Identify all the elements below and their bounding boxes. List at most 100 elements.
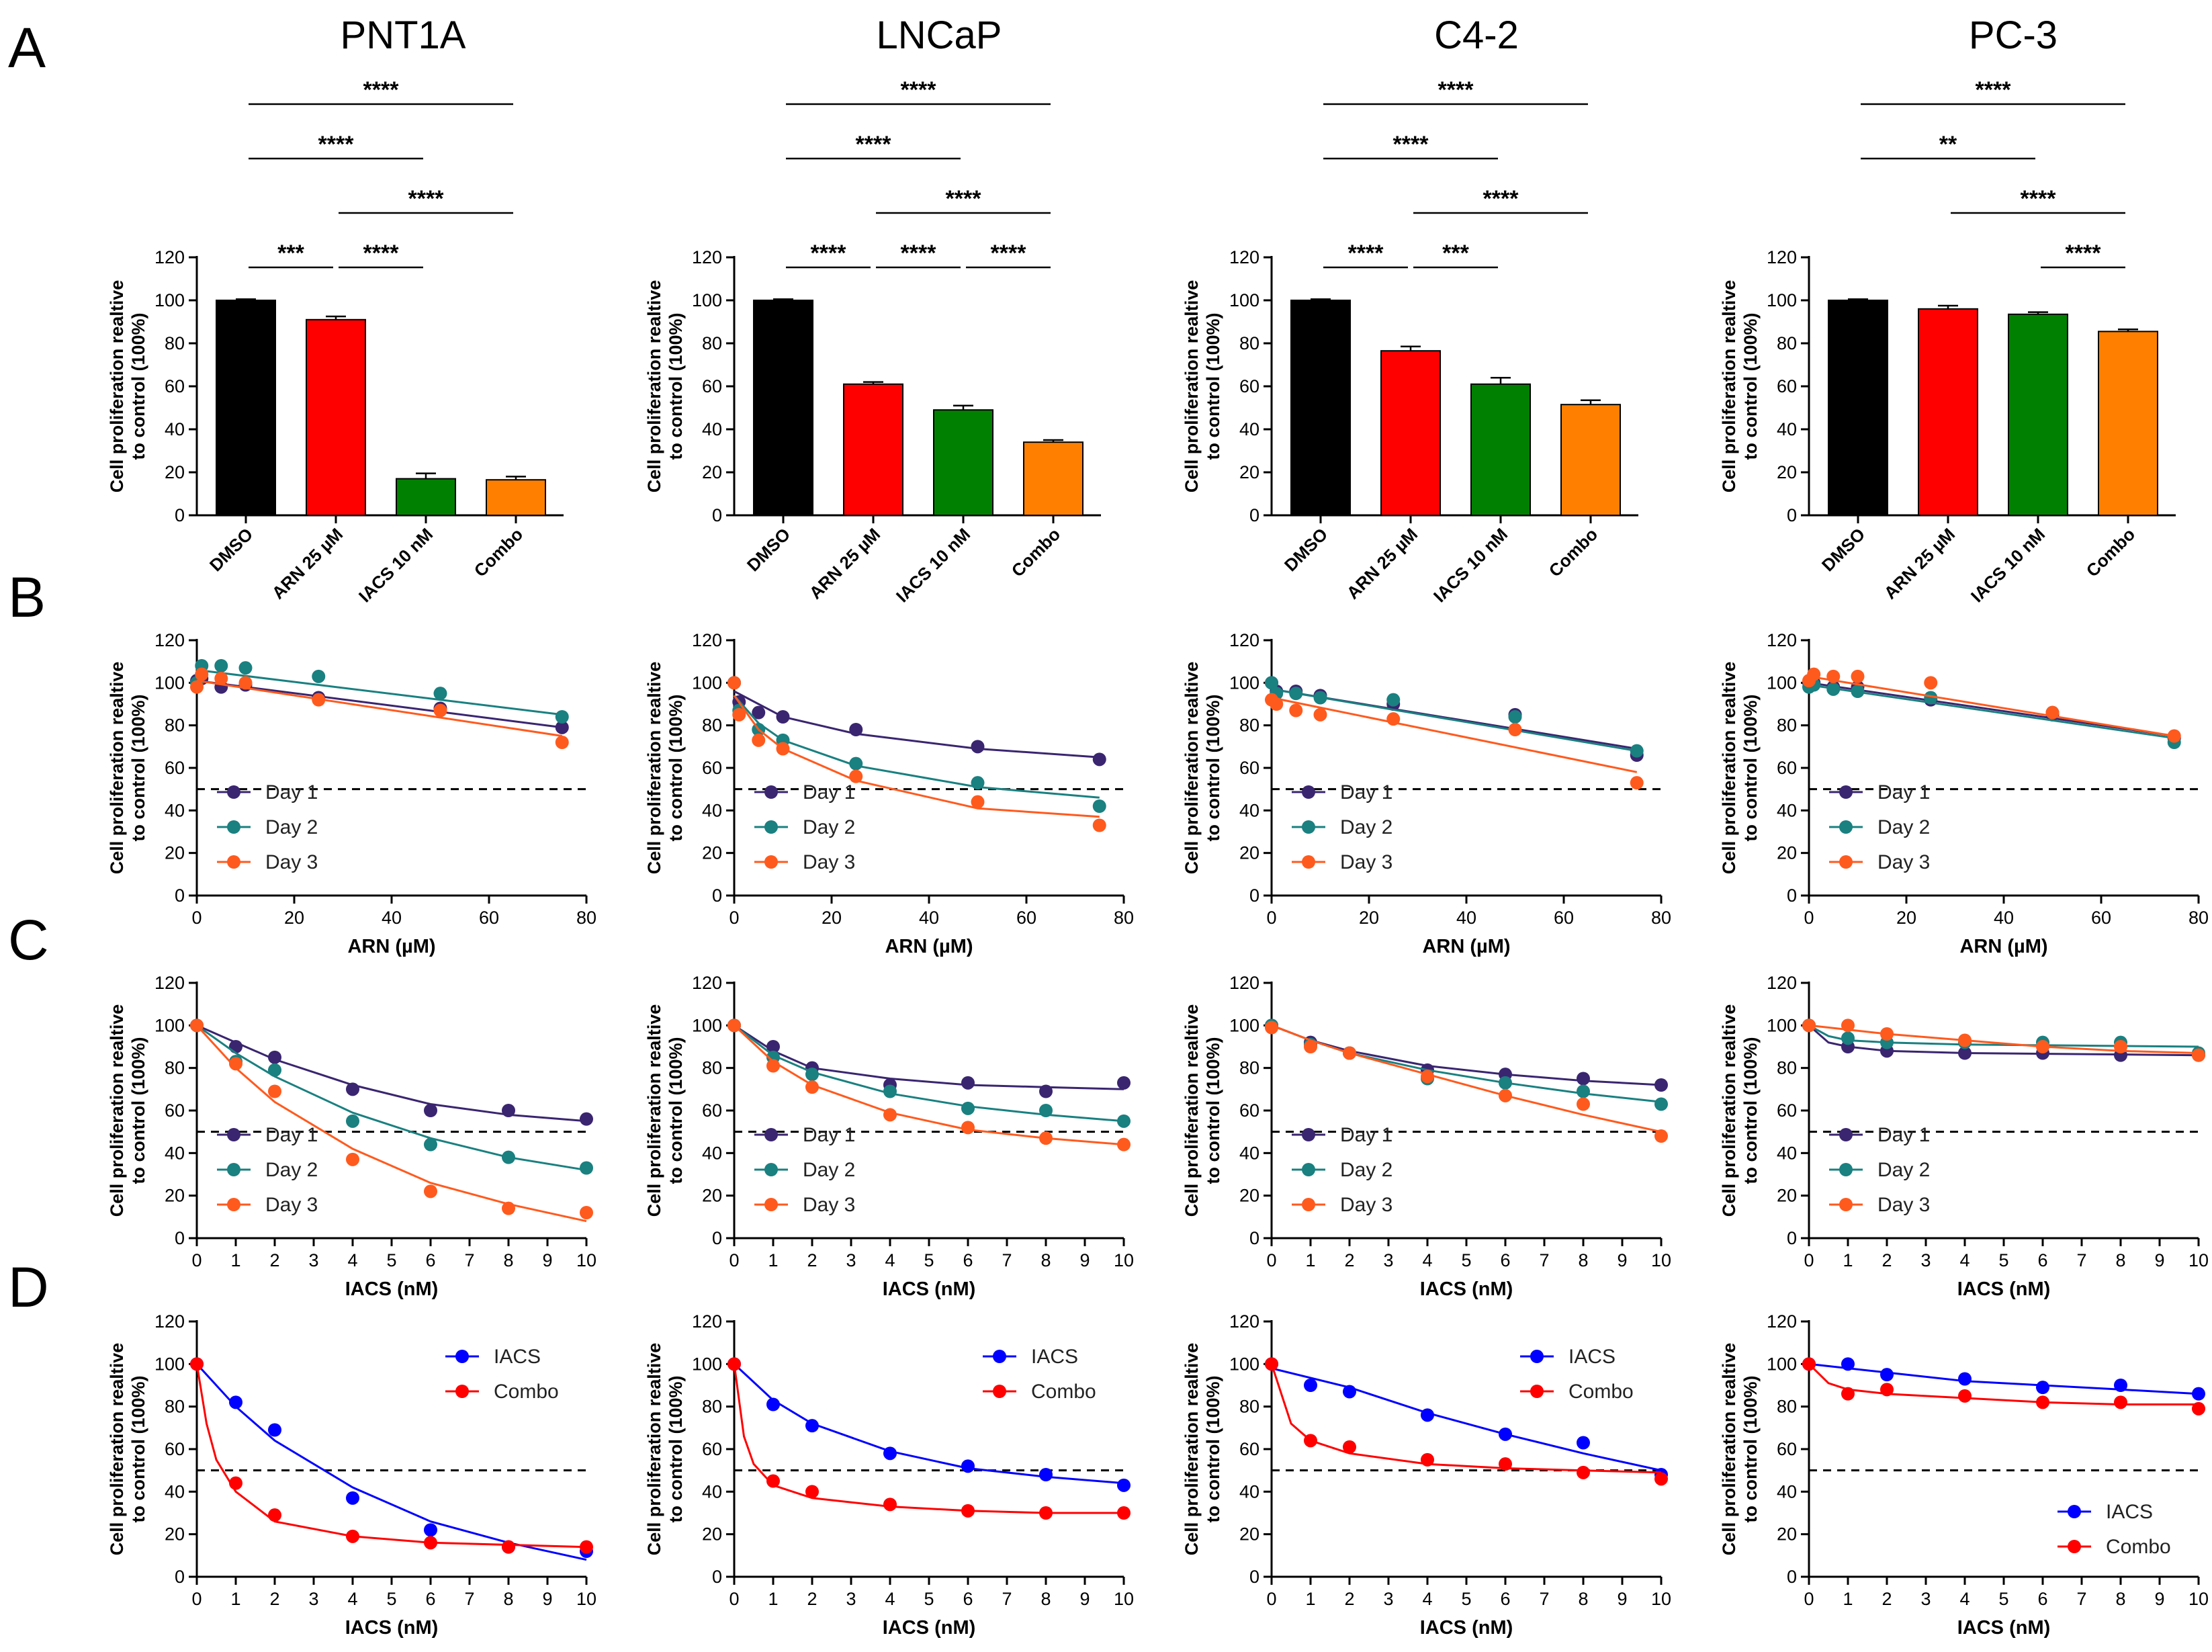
legend-marker — [764, 1163, 778, 1176]
x-tick-label: 8 — [1578, 1589, 1588, 1609]
y-axis-label: to control (100%) — [1740, 1037, 1761, 1184]
data-point — [1421, 1070, 1434, 1084]
panel-letter-a: A — [8, 16, 46, 79]
x-tick-label: 8 — [2115, 1250, 2125, 1270]
legend-label: Day 2 — [1877, 816, 1930, 838]
x-tick-label: 7 — [1539, 1589, 1549, 1609]
data-point — [1265, 676, 1278, 690]
y-axis-label: to control (100%) — [666, 1037, 686, 1184]
significance-label: **** — [318, 132, 355, 157]
x-tick-label: 0 — [1266, 1250, 1276, 1270]
x-tick-label: 8 — [1578, 1250, 1588, 1270]
data-point — [502, 1201, 515, 1215]
data-point — [1654, 1472, 1668, 1486]
data-point — [1343, 1046, 1356, 1060]
legend-label: Day 1 — [803, 781, 855, 803]
legend-marker — [993, 1350, 1006, 1363]
bar — [753, 300, 813, 516]
legend-label: Combo — [1031, 1381, 1096, 1403]
x-tick-label: 4 — [1959, 1250, 1970, 1270]
y-tick-label: 0 — [1249, 1228, 1259, 1248]
data-point — [229, 1395, 242, 1409]
x-tick-label: 9 — [542, 1589, 552, 1609]
fit-curve-day-3 — [196, 679, 563, 737]
x-tick-label: 9 — [2154, 1250, 2164, 1270]
data-point — [1386, 693, 1401, 707]
y-tick-label: 100 — [1229, 1015, 1259, 1035]
legend-marker — [227, 1198, 240, 1211]
data-point — [732, 707, 746, 722]
data-point — [1117, 1114, 1131, 1128]
y-tick-label: 80 — [1777, 715, 1797, 736]
y-tick-label: 60 — [702, 1439, 722, 1459]
legend-label: Day 2 — [1340, 816, 1392, 838]
y-tick-label: 40 — [1239, 419, 1259, 439]
data-point — [580, 1161, 593, 1175]
panel-letter-c: C — [8, 908, 49, 971]
data-point — [1313, 707, 1327, 722]
y-tick-label: 20 — [1239, 462, 1259, 482]
x-tick-label: 0 — [1804, 908, 1814, 928]
data-point — [555, 710, 569, 724]
data-point — [971, 795, 985, 809]
x-tick-label: 80 — [1114, 908, 1134, 928]
x-axis-label: IACS (nM) — [883, 1617, 976, 1639]
data-point — [190, 680, 204, 694]
x-tick-label: 8 — [2115, 1589, 2125, 1609]
data-point — [555, 736, 569, 749]
y-tick-label: 100 — [1767, 290, 1797, 310]
data-point — [1826, 682, 1841, 696]
y-tick-label: 60 — [1777, 758, 1797, 778]
legend-marker — [1839, 1163, 1853, 1176]
data-point — [268, 1508, 281, 1522]
bar — [1560, 404, 1621, 517]
y-axis-label: to control (100%) — [666, 694, 686, 841]
y-tick-label: 120 — [154, 247, 185, 267]
x-tick-label: 2 — [269, 1589, 279, 1609]
x-axis-label: IACS (nM) — [1420, 1278, 1513, 1300]
significance-label: **** — [946, 186, 982, 212]
data-point — [883, 1446, 897, 1461]
x-tick-label: 20 — [284, 908, 304, 928]
y-tick-label: 0 — [1249, 885, 1259, 906]
y-tick-label: 40 — [1777, 1143, 1797, 1163]
y-tick-label: 120 — [1767, 630, 1797, 650]
legend-label: Day 2 — [1340, 1159, 1392, 1181]
data-point — [555, 720, 569, 734]
bar — [2098, 331, 2158, 516]
y-axis-label: to control (100%) — [1740, 312, 1761, 460]
x-axis-label: IACS (nM) — [883, 1278, 976, 1300]
y-tick-label: 20 — [165, 1186, 185, 1206]
y-tick-label: 100 — [692, 290, 722, 310]
legend-marker — [1302, 820, 1315, 834]
y-tick-label: 120 — [1229, 247, 1259, 267]
legend-label: Day 3 — [1877, 1194, 1930, 1216]
cell-line-title-pnt1a: PNT1A — [341, 13, 466, 57]
data-point — [2192, 1387, 2205, 1401]
data-point — [805, 1068, 819, 1082]
bar — [396, 478, 456, 516]
y-axis-label: Cell proliferation realtive — [107, 280, 127, 493]
x-tick-label: 0 — [729, 1250, 739, 1270]
legend-label: Day 1 — [1340, 781, 1392, 803]
panel-letter-b: B — [8, 566, 46, 629]
y-axis-label: to control (100%) — [666, 1375, 686, 1522]
y-tick-label: 60 — [1777, 1100, 1797, 1121]
y-tick-label: 0 — [175, 885, 185, 906]
x-tick-label: 2 — [1882, 1589, 1892, 1609]
data-point — [1577, 1084, 1590, 1098]
y-tick-label: 120 — [1767, 247, 1797, 267]
data-point — [1092, 799, 1106, 813]
data-point — [1654, 1078, 1668, 1092]
data-point — [190, 1357, 204, 1371]
data-point — [2036, 1395, 2049, 1409]
data-point — [776, 742, 790, 756]
y-tick-label: 20 — [702, 843, 722, 863]
bar — [486, 479, 546, 517]
data-point — [424, 1184, 437, 1199]
legend-label: IACS — [494, 1346, 541, 1368]
